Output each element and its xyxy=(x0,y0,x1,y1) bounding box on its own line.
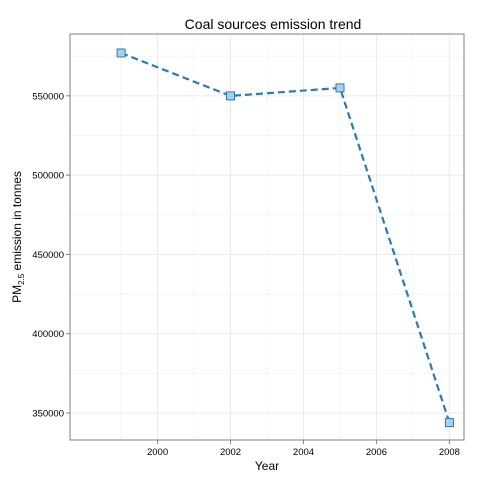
data-point xyxy=(336,84,344,92)
y-tick-label: 450000 xyxy=(32,250,64,261)
data-point xyxy=(117,49,125,57)
y-tick-label: 400000 xyxy=(32,329,64,340)
data-point xyxy=(445,419,453,427)
data-points xyxy=(117,49,453,427)
x-tick-label: 2004 xyxy=(293,447,314,458)
y-tick-label: 500000 xyxy=(32,171,64,182)
y-tick-label: 350000 xyxy=(32,409,64,420)
y-tick-label: 550000 xyxy=(32,91,64,102)
chart-title: Coal sources emission trend xyxy=(185,16,362,32)
y-axis-title-main: PM xyxy=(10,285,24,303)
minor-gridlines xyxy=(70,34,464,440)
x-tick-label: 2000 xyxy=(147,447,168,458)
x-tick-label: 2002 xyxy=(220,447,241,458)
x-axis: 2000 2002 2004 2006 2008 xyxy=(147,440,460,458)
y-axis-title: PM2.5 emission in tonnes xyxy=(10,171,26,303)
y-axis-title-rest: emission in tonnes xyxy=(10,171,24,274)
x-axis-title: Year xyxy=(255,459,279,473)
x-tick-label: 2006 xyxy=(366,447,387,458)
data-point xyxy=(227,92,235,100)
series-line xyxy=(121,53,449,423)
x-tick-label: 2008 xyxy=(439,447,460,458)
y-axis-title-subscript: 2.5 xyxy=(17,273,26,285)
y-axis: 350000 400000 450000 500000 550000 xyxy=(32,91,70,419)
